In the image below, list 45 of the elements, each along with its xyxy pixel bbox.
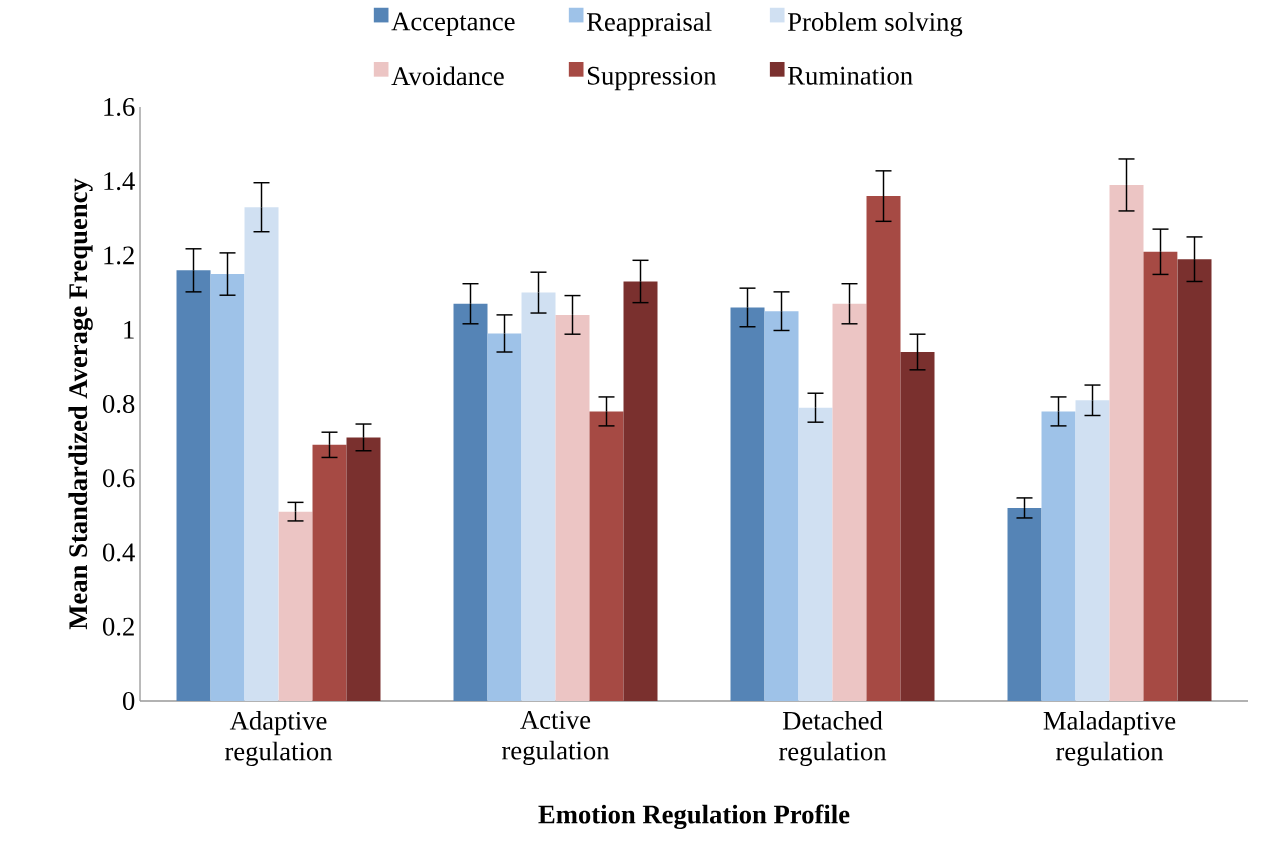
bar xyxy=(176,270,211,701)
bar xyxy=(832,303,867,701)
y-tick-label: 0.2 xyxy=(102,617,134,636)
bar xyxy=(798,407,833,701)
legend-label: Problem solving xyxy=(787,12,963,37)
bar xyxy=(346,437,381,701)
bar xyxy=(764,311,799,701)
bar xyxy=(1007,507,1042,701)
x-tick-label: Detached regulation xyxy=(778,711,887,766)
bar xyxy=(1041,411,1076,701)
legend-label: Acceptance xyxy=(391,12,515,36)
y-tick-label: 1.6 xyxy=(104,97,135,116)
x-axis-title: Emotion Regulation Profile xyxy=(538,804,850,830)
bar xyxy=(278,511,313,701)
bar xyxy=(1177,259,1212,701)
y-tick-label: 1.2 xyxy=(104,246,134,265)
y-tick-label: 1 xyxy=(124,320,134,339)
bar xyxy=(1143,251,1178,701)
y-tick-label: 0.4 xyxy=(102,543,135,562)
legend-label: Reappraisal xyxy=(586,12,712,37)
bar xyxy=(555,314,590,701)
y-tick-label: 0.8 xyxy=(102,394,135,414)
y-tick-label: 0 xyxy=(122,691,135,710)
bar xyxy=(589,411,624,701)
y-tick-label: 1.4 xyxy=(104,172,135,191)
legend-label: Suppression xyxy=(587,66,717,91)
x-tick-label: Adaptive regulation xyxy=(224,711,333,766)
bar xyxy=(312,444,347,701)
bar xyxy=(210,274,245,701)
legend-label: Avoidance xyxy=(391,66,504,86)
bar xyxy=(487,333,522,701)
bar xyxy=(521,292,556,701)
bar xyxy=(623,281,658,701)
bar xyxy=(1075,400,1110,701)
legend-label: Rumination xyxy=(787,66,913,85)
y-axis-title: Mean Standardized Average Frequency xyxy=(68,178,93,630)
bar xyxy=(1109,184,1144,701)
x-tick-label: Active regulation xyxy=(501,711,610,766)
bar xyxy=(730,307,765,701)
x-tick-label: Maladaptive regulation xyxy=(1043,711,1176,766)
bar xyxy=(866,196,901,701)
bar xyxy=(244,207,279,701)
bar xyxy=(453,303,488,701)
bar xyxy=(900,352,935,701)
y-tick-label: 0.6 xyxy=(102,469,135,488)
